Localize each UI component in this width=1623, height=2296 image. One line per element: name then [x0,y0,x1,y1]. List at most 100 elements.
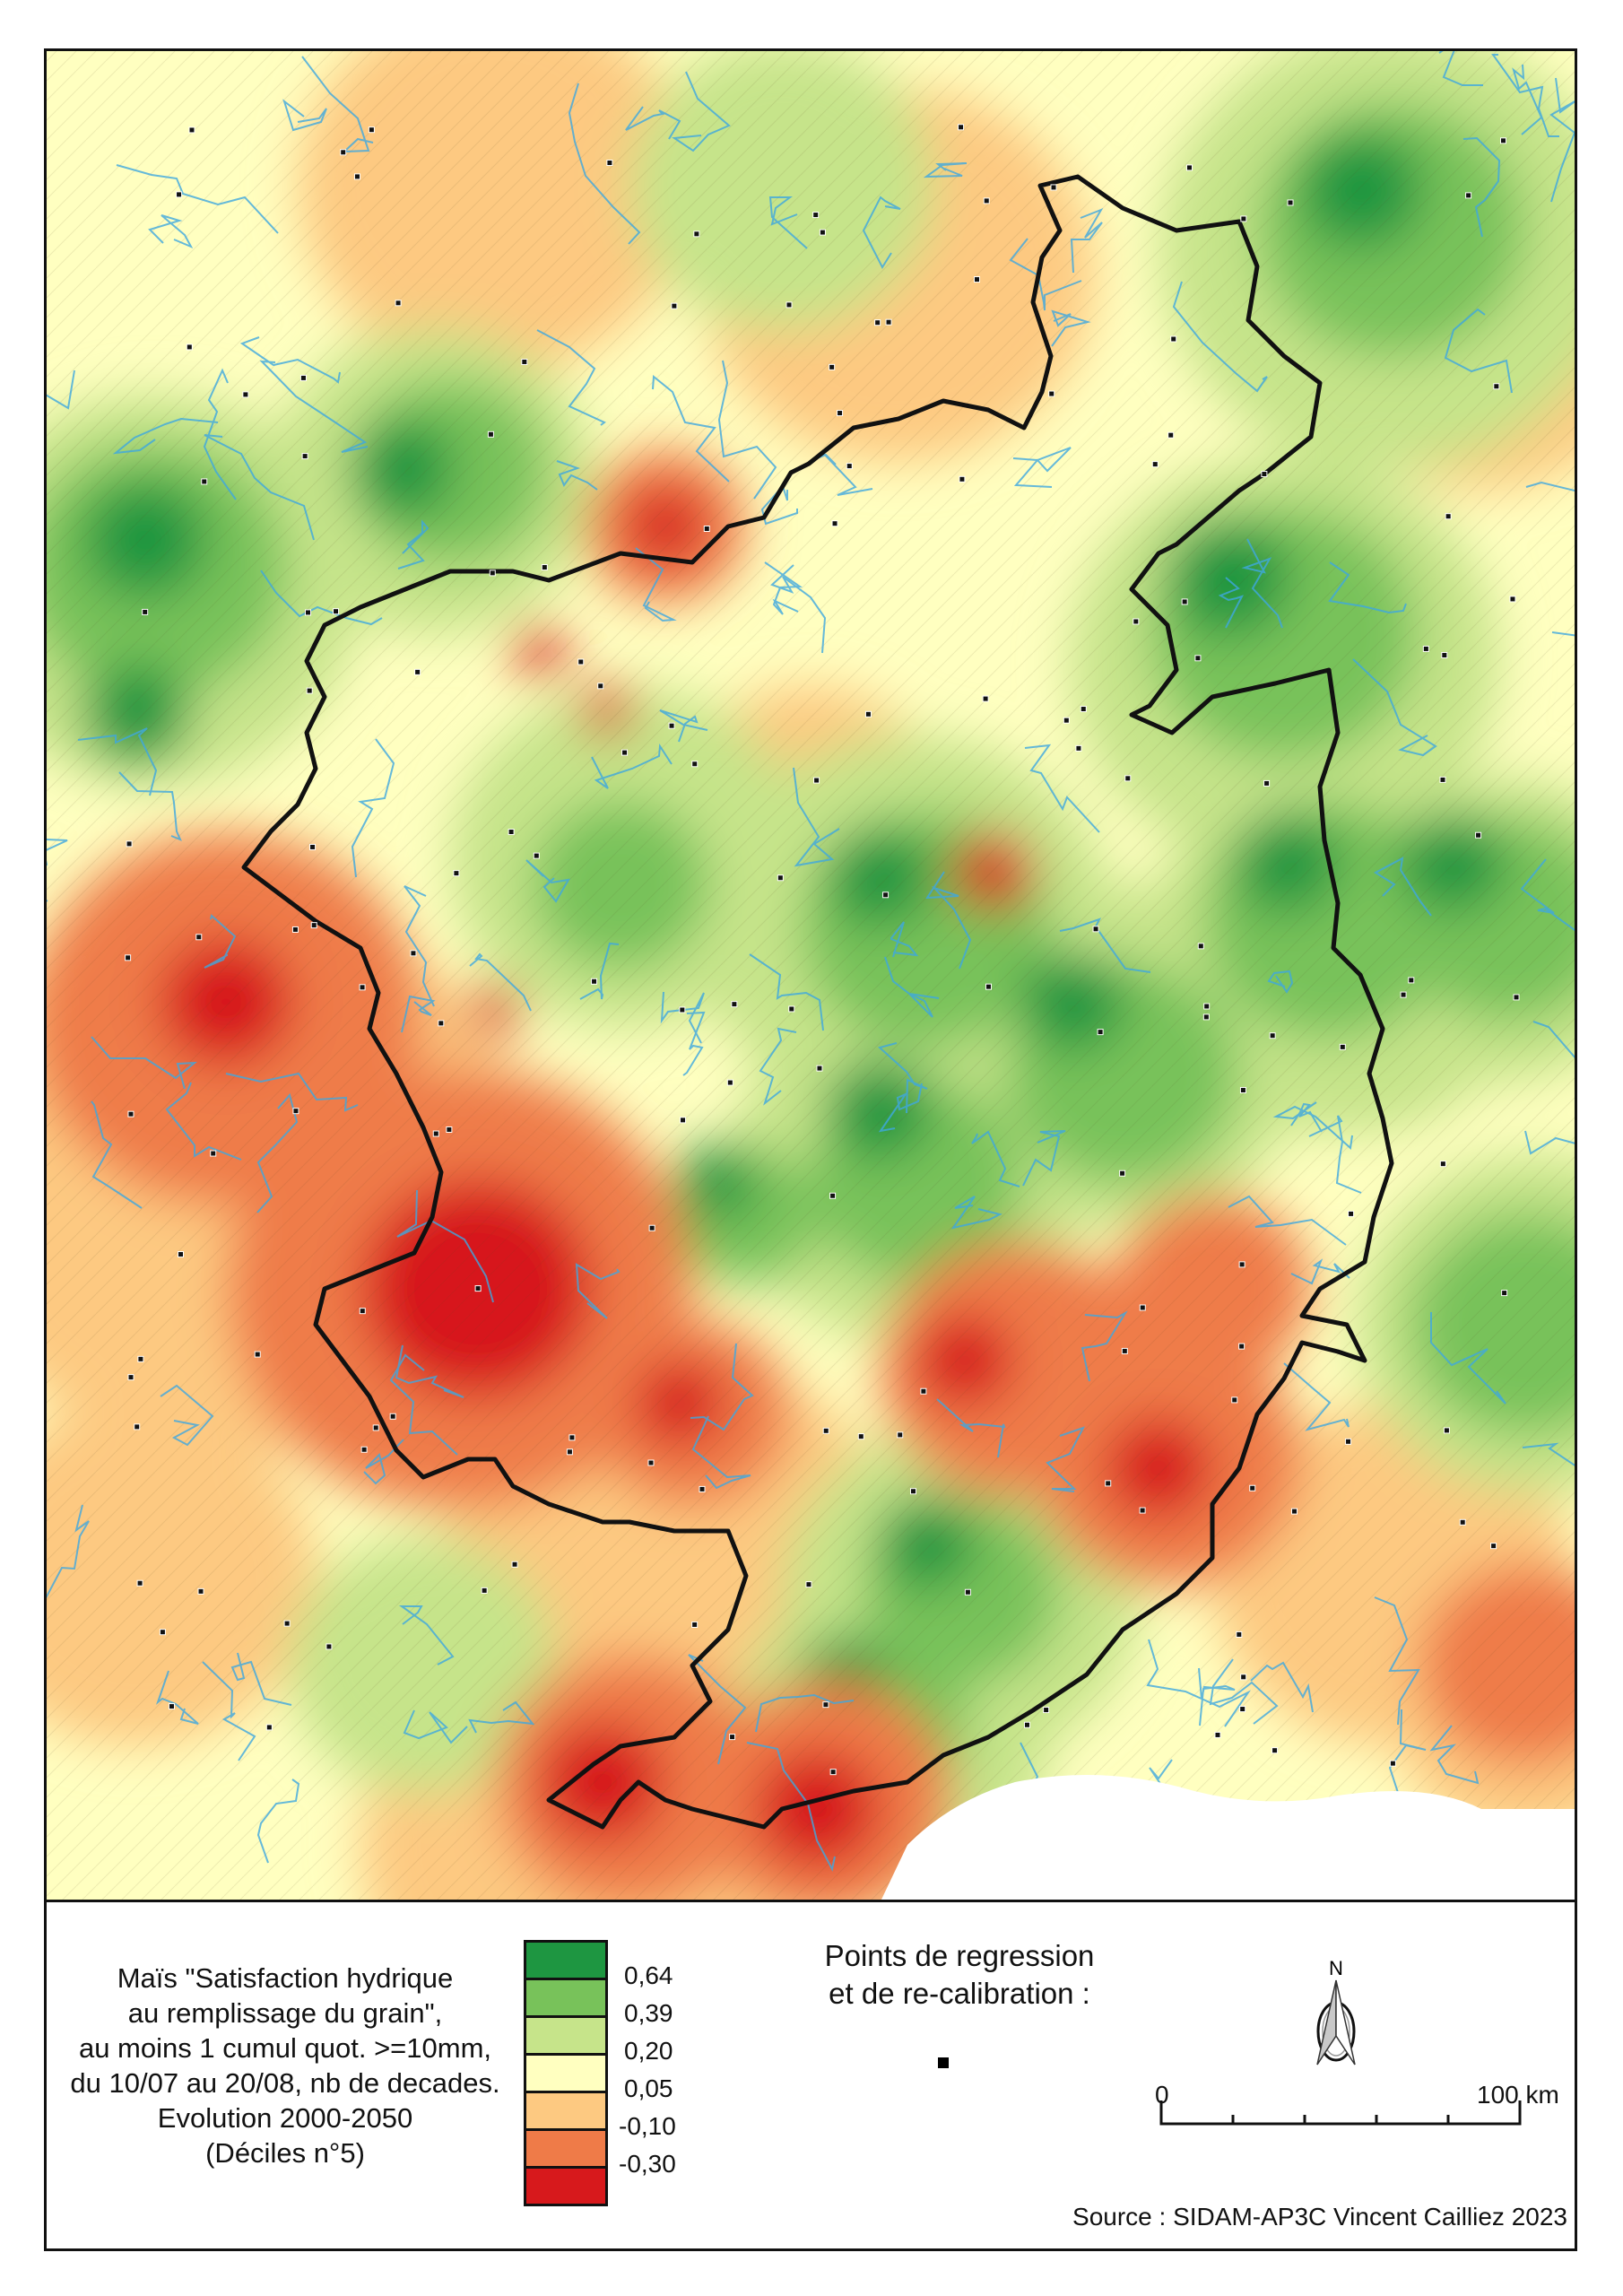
river [768,196,808,249]
legend-title-line: Evolution 2000-2050 [157,2102,413,2134]
regression-point [1475,831,1482,839]
regression-point [691,1621,699,1628]
regression-point [1465,192,1472,199]
river [256,1092,299,1213]
regression-point [353,173,360,180]
regression-point [265,1724,273,1731]
regression-point [291,926,299,933]
river [635,547,677,622]
choropleth-map[interactable] [47,51,1575,1901]
regression-point [805,1581,812,1588]
north-arrow-icon: N [1291,1955,1381,2072]
regression-point [822,1427,829,1434]
regression-point [885,318,892,326]
break-label: 0,39 [624,1999,673,2027]
regression-point [1240,215,1247,222]
river [770,564,827,654]
legend-swatch [526,1943,605,1980]
regression-point [857,1433,864,1440]
river [239,336,341,384]
river [878,1083,923,1133]
regression-point [201,478,208,485]
regression-point [882,891,890,899]
river [395,1344,464,1398]
river [652,375,730,483]
regression-point [304,609,311,616]
river [1009,238,1082,311]
regression-point [831,520,838,527]
regression-point [359,1308,366,1315]
regression-point [671,302,678,309]
legend-swatch [526,2093,605,2131]
river [468,1700,535,1734]
regression-point [958,124,965,131]
regression-point [785,301,793,309]
regression-point [1443,1427,1450,1434]
river [160,1384,214,1447]
legend-title-line: Maïs "Satisfaction hydrique [117,1962,454,1994]
regression-point [1023,1721,1030,1728]
regression-point [1439,1161,1446,1168]
regression-point [283,1620,291,1627]
north-label: N [1329,1957,1343,1979]
regression-point [395,300,402,307]
regression-point [521,358,528,365]
river [1532,1021,1575,1059]
river [682,1011,706,1076]
river [1522,1442,1575,1466]
break-label: 0,64 [624,1961,673,1989]
regression-point [1121,1347,1128,1354]
regression-point [1269,1032,1276,1039]
river [1172,281,1268,393]
regression-point [292,1108,299,1115]
map-canvas [47,51,1575,1901]
regression-point [186,344,193,351]
regression-point [606,159,613,166]
regression-point [693,230,700,238]
break-label: -0,30 [619,2150,676,2178]
regression-point [1194,655,1202,662]
regression-point [699,1485,706,1492]
river [363,1439,404,1485]
regression-point [299,374,307,381]
regression-point [1050,184,1057,191]
break-label: -0,10 [619,2112,676,2140]
regression-point [325,1643,333,1650]
legend-swatch [526,1980,605,2018]
regression-point [1408,977,1415,984]
regression-point [1075,744,1082,752]
river [401,995,436,1033]
regression-point [242,391,249,398]
river [971,1130,1020,1187]
regression-point [731,1001,738,1008]
river [536,329,606,426]
river [1046,1426,1086,1492]
river [230,1652,292,1706]
regression-point [964,1588,971,1596]
legend-title-line: (Déciles n°5) [205,2137,365,2169]
regression-point [1261,471,1268,478]
regression-point [372,1424,379,1431]
regression-point [360,1446,368,1453]
river [47,839,68,902]
river [204,914,237,969]
regression-point [306,687,313,694]
regression-point [973,276,980,283]
regression-point [410,950,417,957]
river [764,561,803,615]
regression-point [1124,775,1132,782]
regression-point [1441,652,1448,659]
regression-point [647,1459,655,1466]
regression-point [577,658,585,665]
river [1308,1115,1362,1194]
river [755,1693,855,1733]
regression-point [983,197,990,204]
legend-title-line: du 10/07 au 20/08, nb de decades. [70,2067,500,2099]
river [47,1504,90,1599]
regression-point [1119,1170,1126,1177]
river [1241,538,1283,629]
river [923,162,968,178]
regression-point [333,608,340,615]
river [1328,561,1407,614]
regression-point [648,1224,655,1231]
